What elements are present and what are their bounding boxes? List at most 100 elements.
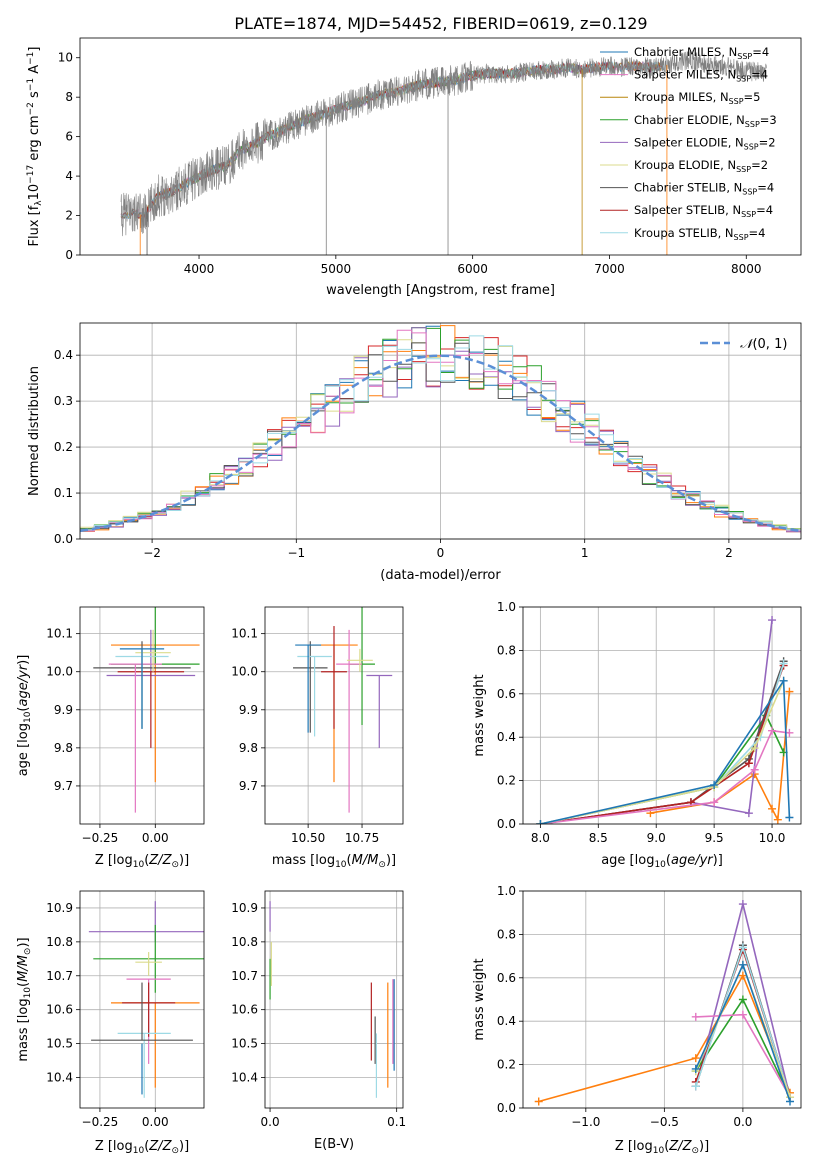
age-vs-Z-panel: −0.25 0.00 9.7 9.8 9.9 10.0 10.1 Z [log10(Z/Z⊙)… [16,606,205,870]
mass-weight-marker [738,971,747,980]
residuals-plot-area [80,325,801,534]
mass-weight-vs-age-panel: 8.0 8.5 9.0 9.5 10.0 0.0 0.2 0.4 0.6 0.8 1.0 mass w… [472,600,802,870]
mass-weight-vs-Z-plot-area [534,900,795,1106]
mass-weight-marker [738,995,747,1004]
mass-weight-marker [738,960,747,969]
x-tick-label: 0.00 [142,1115,169,1129]
mass-weight-marker [691,1082,700,1091]
x-tick-label: 6000 [457,262,488,276]
legend-label: Chabrier ELODIE, NSSP=3 [634,113,777,129]
axes-frame [522,606,802,825]
y-tick-label: 0.3 [54,394,73,408]
y-axis-label: Flux [fλ10−17 erg cm−2 s−1 A−1] [26,47,44,247]
y-tick-label: 9.8 [239,741,258,755]
y-tick-label: 10.9 [46,901,73,915]
legend-label: Salpeter MILES, NSSP=4 [634,68,768,84]
mass-weight-marker [534,1097,543,1106]
y-axis-label: age [log10(age/yr)] [16,655,33,777]
y-tick-label: 0.2 [497,774,516,788]
axes-frame [79,322,802,540]
mass-weight-marker [691,1012,700,1021]
mass-weight-line [540,680,785,824]
x-tick-label: 10.0 [759,831,786,845]
mass-weight-marker [710,780,719,789]
y-tick-label: 0.6 [497,971,516,985]
mass-weight-marker [779,659,788,668]
x-tick-label: −0.5 [650,1115,679,1129]
y-tick-label: 8 [65,90,73,104]
residual-histogram-line [80,342,801,534]
y-tick-label: 10.6 [231,1003,258,1017]
mass-weight-vs-age-plot-area [536,616,794,824]
y-tick-label: 10.0 [46,665,73,679]
y-tick-label: 2 [65,209,73,223]
x-tick-label: 8000 [731,262,762,276]
legend-label: 𝒩(0, 1) [740,337,787,352]
y-tick-label: 10.7 [231,969,258,983]
mass-weight-marker [536,820,545,824]
mass-weight-marker [710,798,719,807]
mass-weight-marker [768,616,777,625]
spectrum-plot-area [120,50,767,255]
x-tick-label: 9.0 [647,831,666,845]
axes-frame [79,37,802,256]
mass-weight-marker [744,809,753,818]
mass-weight-marker [768,726,777,735]
x-axis-label: (data-model)/error [380,568,501,583]
mass-weight-marker [750,765,759,774]
y-tick-label: 10 [58,51,73,65]
mass-weight-marker [773,815,782,824]
x-axis-label: E(B-V) [314,1137,354,1152]
x-tick-label: 8.5 [589,831,608,845]
x-tick-label: −1 [287,546,305,560]
mass-weight-marker [785,813,794,822]
legend-label: Salpeter STELIB, NSSP=4 [634,203,773,219]
y-tick-label: 1.0 [497,884,516,898]
mass-weight-line [540,678,791,824]
legend-label: Salpeter ELODIE, NSSP=2 [634,135,776,151]
legend-label: Chabrier MILES, NSSP=4 [634,45,769,61]
y-tick-label: 0.6 [497,687,516,701]
y-tick-label: 10.4 [46,1070,73,1084]
x-tick-label: −1.0 [571,1115,600,1129]
mass-weight-marker [750,744,759,753]
y-tick-label: 10.4 [231,1070,258,1084]
y-tick-label: 0.4 [497,1014,516,1028]
y-tick-label: 0.0 [54,532,73,546]
mass-weight-marker [786,1097,795,1106]
y-tick-label: 10.5 [46,1037,73,1051]
model-spectrum-line [191,63,583,185]
y-tick-label: 10.9 [231,901,258,915]
x-axis-label: Z [log10(Z/Z⊙)] [95,1139,189,1156]
y-tick-label: 0.0 [497,817,516,831]
x-tick-label: 1 [581,546,589,560]
y-tick-label: 0.8 [497,927,516,941]
mass-weight-marker [738,1010,747,1019]
mass-weight-marker [768,804,777,813]
x-axis-label: wavelength [Angstrom, rest frame] [326,283,555,298]
mass-weight-marker [785,687,794,696]
x-axis-label: Z [log10(Z/Z⊙)] [95,853,189,870]
y-tick-label: 10.0 [231,665,258,679]
x-tick-label: 2 [725,546,733,560]
y-tick-label: 0.8 [497,643,516,657]
x-tick-label: 0 [437,546,445,560]
x-tick-label: 0.0 [261,1115,280,1129]
y-tick-label: 10.5 [231,1037,258,1051]
y-tick-label: 9.8 [54,741,73,755]
x-tick-label: 8.0 [531,831,550,845]
mass-weight-marker [691,1064,700,1073]
y-tick-label: 0.2 [54,440,73,454]
x-tick-label: 0.00 [142,831,169,845]
y-tick-label: 10.1 [231,627,258,641]
y-tick-label: 0.4 [54,348,73,362]
mass-vs-Z-plot-area [88,901,204,1098]
mass-weight-line [540,665,785,824]
y-axis-label: mass [log10(M/M⊙)] [16,937,33,1061]
figure-title: PLATE=1874, MJD=54452, FIBERID=0619, z=0… [234,14,647,33]
mass-weight-marker [738,900,747,909]
mass-vs-ebv-plot-area [269,901,395,1098]
x-tick-label: −2 [143,546,161,560]
legend-label: Kroupa MILES, NSSP=5 [634,90,760,106]
y-tick-label: 6 [65,130,73,144]
